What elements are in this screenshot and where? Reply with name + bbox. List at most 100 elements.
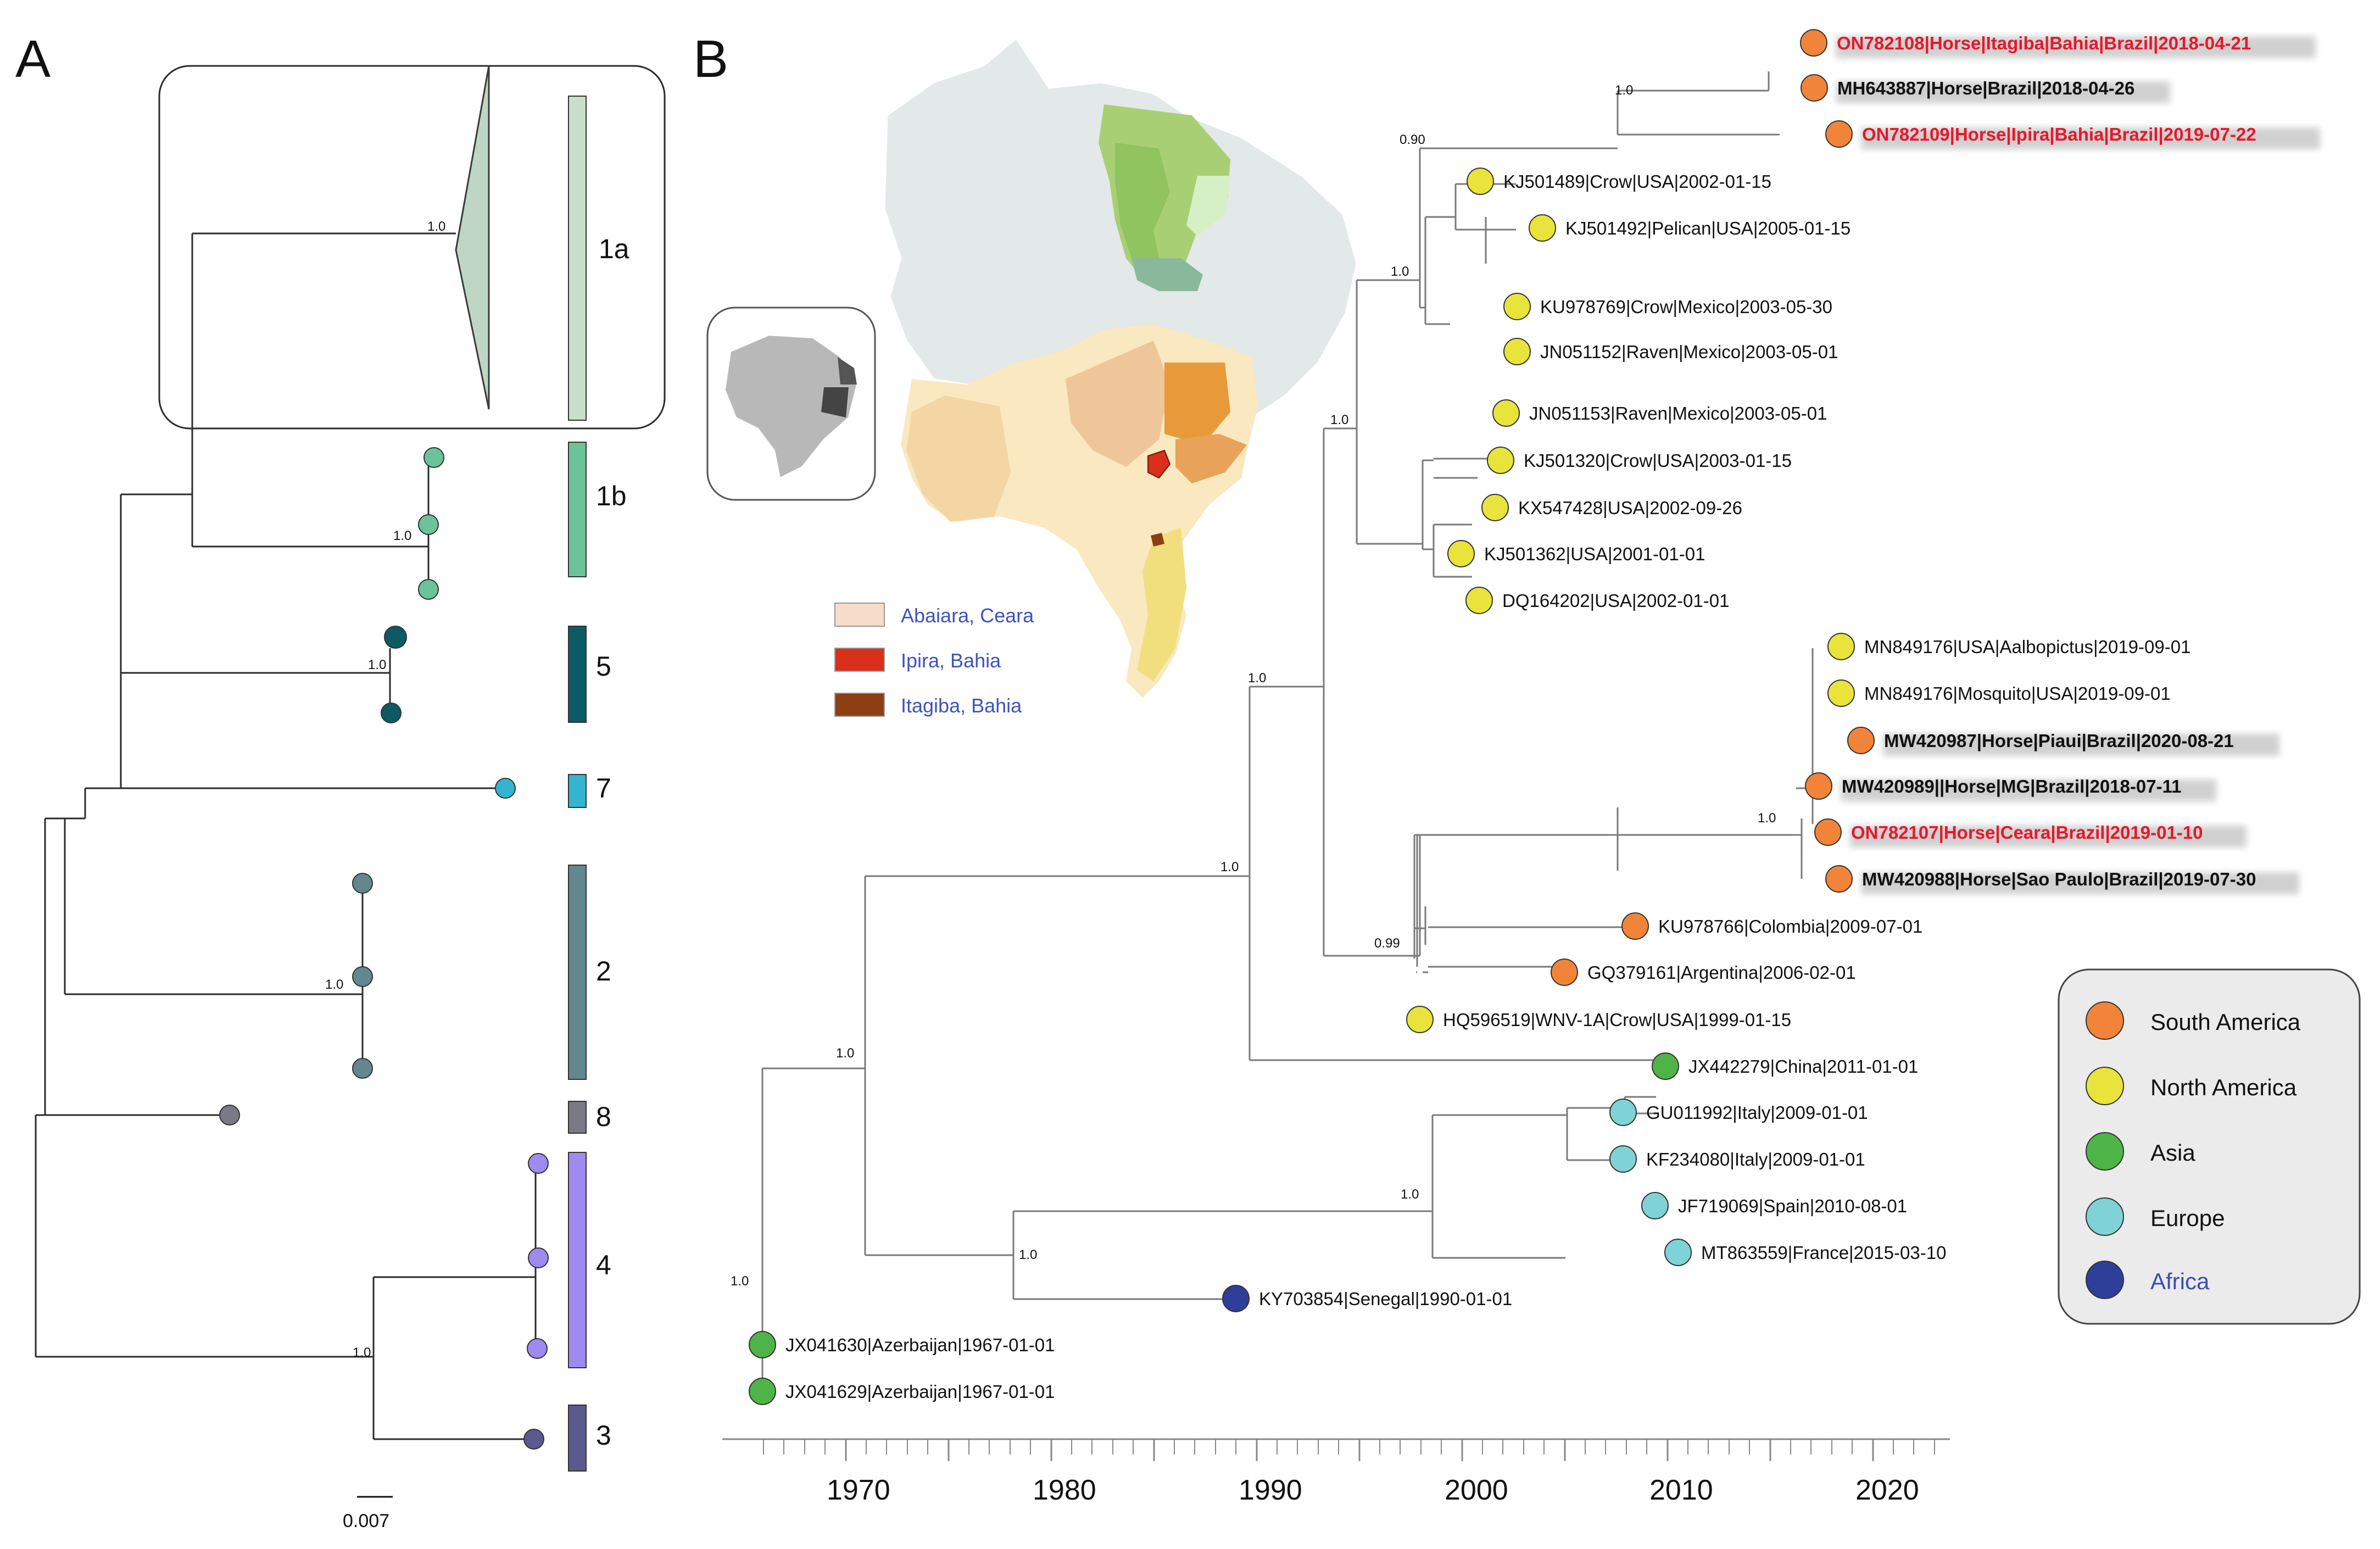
- clade-bar-7: [568, 774, 587, 808]
- support-value: 1.0: [368, 658, 386, 672]
- time-axis-tick-label: 1970: [827, 1474, 890, 1506]
- region-legend-label: North America: [2150, 1074, 2297, 1100]
- region-legend-dot: [2086, 1067, 2124, 1105]
- map-legend: Abaiara, Ceara Ipira, Bahia Itagiba, Bah…: [834, 603, 1034, 717]
- clade-label: 2: [596, 956, 611, 987]
- support-value: 1.0: [1758, 811, 1776, 826]
- tip-label-shadow: [1836, 81, 2170, 103]
- clade-label: 5: [596, 651, 611, 682]
- tip-label: MW420988|Horse|Sao Paulo|Brazil|2019-07-…: [1862, 869, 2256, 889]
- clade-label: 8: [596, 1101, 611, 1132]
- support-value: 1.0: [731, 1274, 749, 1289]
- support-value: 1.0: [1615, 83, 1633, 98]
- panel-b: B Abaiara, Ceara: [693, 29, 2361, 1506]
- tip-marker: [1801, 74, 1828, 102]
- region-legend-label: Europe: [2150, 1205, 2225, 1231]
- tip-dot-4: [528, 1153, 549, 1174]
- tip-marker: [1487, 447, 1514, 474]
- tip-label: KJ501489|Crow|USA|2002-01-15: [1503, 171, 1771, 192]
- tip-label-shadow: [1850, 826, 2247, 848]
- region-legend-dot: [2086, 1197, 2124, 1236]
- tip-label: DQ164202|USA|2002-01-01: [1502, 590, 1729, 611]
- support-value: 1.0: [353, 1345, 371, 1360]
- support-value: 1.0: [427, 219, 445, 234]
- tip-marker: [1467, 168, 1494, 195]
- clade-bar-1a: [568, 96, 587, 421]
- tip-label: MT863559|France|2015-03-10: [1701, 1242, 1946, 1263]
- tip-marker: [1481, 494, 1509, 521]
- tips-layer: ON782108|Horse|Itagiba|Bahia|Brazil|2018…: [749, 29, 2320, 1405]
- tip-label: KU978766|Colombia|2009-07-01: [1658, 916, 1922, 937]
- map-legend-swatch: [834, 648, 885, 672]
- tip-label: GU011992|Italy|2009-01-01: [1646, 1102, 1868, 1123]
- tip-marker: [1827, 633, 1855, 660]
- time-axis-tick-label: 2010: [1649, 1474, 1713, 1506]
- tip-label: JN051152|Raven|Mexico|2003-05-01: [1540, 342, 1838, 362]
- tip-label: GQ379161|Argentina|2006-02-01: [1587, 962, 1856, 983]
- tip-marker: [1465, 587, 1493, 614]
- tip-label: JF719069|Spain|2010-08-01: [1678, 1196, 1907, 1216]
- support-value: 1.0: [1391, 264, 1409, 279]
- tip-marker: [1847, 727, 1875, 754]
- region-legend-label: Africa: [2150, 1268, 2210, 1294]
- tip-label: KF234080|Italy|2009-01-01: [1646, 1149, 1865, 1169]
- tip-marker: [1406, 1006, 1434, 1033]
- tip-label: KJ501320|Crow|USA|2003-01-15: [1524, 450, 1792, 471]
- clade-label: 7: [596, 773, 611, 804]
- tip-label: KU978769|Crow|Mexico|2003-05-30: [1540, 297, 1832, 317]
- tip-label: KJ501362|USA|2001-01-01: [1484, 544, 1705, 564]
- tree-a-branches: [35, 232, 537, 1440]
- time-axis-tick-label: 2020: [1855, 1474, 1919, 1506]
- tip-marker: [1529, 214, 1556, 242]
- brazil-inset-map: [706, 307, 876, 501]
- tip-marker: [1503, 293, 1531, 320]
- time-axis-tick-label: 1980: [1033, 1474, 1096, 1506]
- clade-1a-collapse-box: [158, 65, 666, 430]
- time-axis-tick-label: 1990: [1239, 1474, 1302, 1506]
- tip-label: JN051153|Raven|Mexico|2003-05-01: [1529, 403, 1827, 424]
- tip-dot-2: [352, 873, 373, 894]
- tip-label: HQ596519|WNV-1A|Crow|USA|1999-01-15: [1443, 1010, 1791, 1030]
- tip-dot-2: [352, 1058, 373, 1079]
- tip-dot-1b: [418, 514, 439, 535]
- tip-marker: [1621, 912, 1649, 940]
- support-value: 0.99: [1374, 936, 1400, 951]
- clade-bar-5: [568, 626, 587, 723]
- map-legend-label: Ipira, Bahia: [901, 649, 1001, 672]
- tip-label-shadow: [1841, 779, 2216, 801]
- clade-bar-3: [568, 1405, 587, 1472]
- tip-label-shadow: [1883, 734, 2279, 756]
- tip-label: KY703854|Senegal|1990-01-01: [1259, 1289, 1512, 1309]
- clade-bar-2: [568, 865, 587, 1080]
- tip-label: JX442279|China|2011-01-01: [1688, 1056, 1918, 1077]
- tip-dot-7: [495, 778, 516, 799]
- tip-label: JX041630|Azerbaijan|1967-01-01: [785, 1335, 1055, 1355]
- tip-dot-3: [523, 1429, 544, 1450]
- tip-dot-4: [528, 1247, 549, 1268]
- support-value: 1.0: [836, 1046, 854, 1061]
- panel-b-letter: B: [693, 30, 728, 88]
- tip-label-shadow: [1861, 872, 2299, 894]
- clade-label: 3: [596, 1420, 611, 1451]
- tip-marker: [1805, 772, 1832, 800]
- tip-marker: [1641, 1192, 1669, 1219]
- map-legend-label: Itagiba, Bahia: [901, 694, 1022, 717]
- time-axis: 1970 1980 1990 2000 2010 2020: [722, 1438, 1950, 1506]
- clade-bar-4: [568, 1152, 587, 1368]
- region-legend-dot: [2086, 1261, 2124, 1299]
- region-legend-dot: [2086, 1132, 2124, 1171]
- tip-label-shadow: [1861, 127, 2320, 149]
- map-legend-swatch: [834, 693, 885, 717]
- tip-marker: [1222, 1285, 1250, 1312]
- tip-label: ON782109|Horse|Ipira|Bahia|Brazil|2019-0…: [1862, 124, 2256, 144]
- tip-marker: [1827, 679, 1855, 707]
- tip-marker: [1609, 1099, 1637, 1126]
- tip-label: MN849176|USA|Aalbopictus|2019-09-01: [1864, 637, 2191, 657]
- support-value: 1.0: [393, 528, 411, 543]
- tip-label: KX547428|USA|2002-09-26: [1518, 498, 1742, 518]
- support-value: 1.0: [1330, 413, 1348, 427]
- tip-marker: [749, 1331, 776, 1358]
- clade-1a-collapsed-triangle: [455, 65, 490, 410]
